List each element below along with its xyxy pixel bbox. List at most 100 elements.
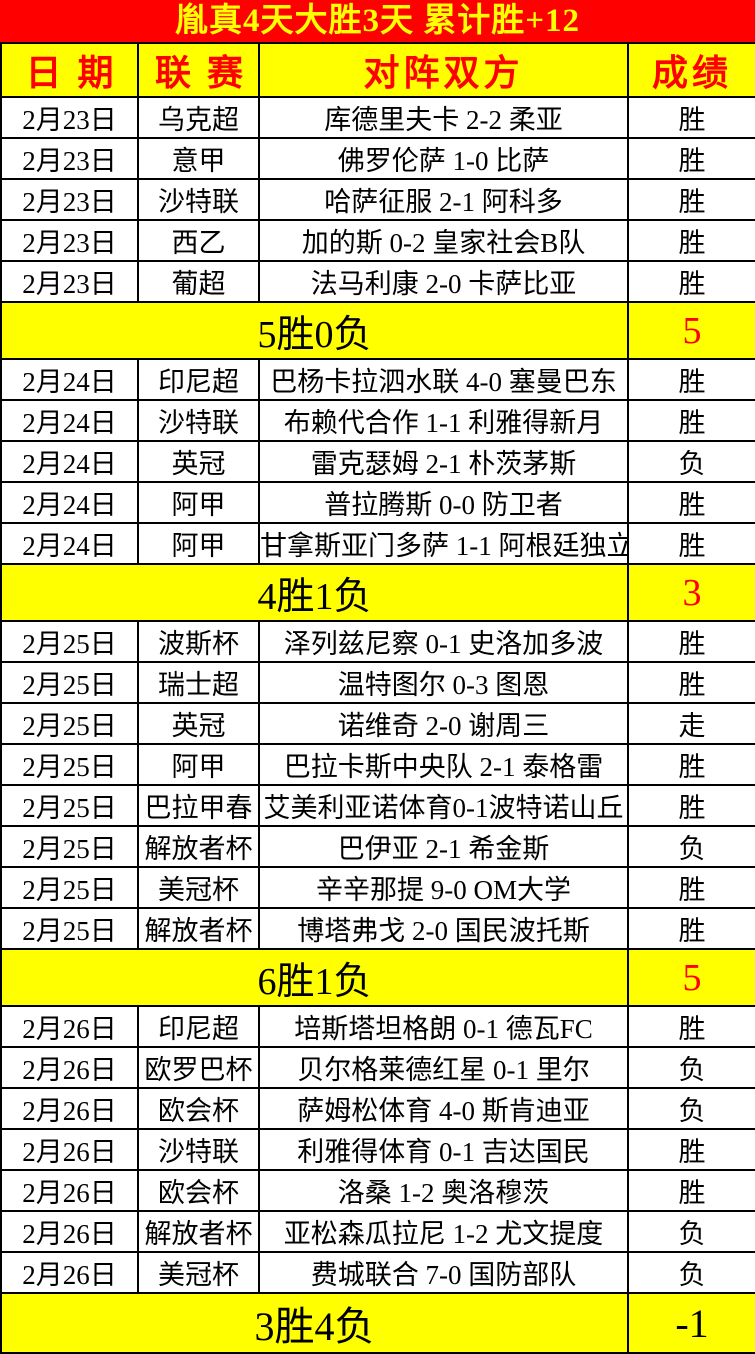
result-cell: 胜: [627, 260, 755, 303]
summary-score: -1: [627, 1292, 755, 1354]
date-cell: 2月23日: [0, 96, 139, 139]
match-cell: 哈萨征服 2-1 阿科多: [258, 178, 629, 221]
result-cell: 负: [627, 1251, 755, 1294]
summary-label: 6胜1负: [0, 948, 629, 1007]
league-cell: 解放者杯: [137, 825, 260, 868]
result-cell: 胜: [627, 96, 755, 139]
league-cell: 印尼超: [137, 1005, 260, 1048]
date-cell: 2月25日: [0, 620, 139, 663]
match-row: 2月23日 乌克超 库德里夫卡 2-2 柔亚胜: [0, 96, 755, 139]
league-cell: 英冠: [137, 440, 260, 483]
date-cell: 2月25日: [0, 702, 139, 745]
result-cell: 负: [627, 1087, 755, 1130]
league-cell: 沙特联: [137, 178, 260, 221]
result-cell: 胜: [627, 907, 755, 950]
header-row: 日期 联赛 对阵双方 成绩: [0, 42, 755, 98]
league-cell: 印尼超: [137, 358, 260, 401]
league-cell: 巴拉甲春: [137, 784, 260, 827]
league-cell: 解放者杯: [137, 1210, 260, 1253]
date-cell: 2月23日: [0, 219, 139, 262]
result-cell: 负: [627, 1210, 755, 1253]
summary-score: 3: [627, 563, 755, 622]
date-cell: 2月26日: [0, 1169, 139, 1212]
summary-row: 4胜1负 3: [0, 563, 755, 622]
match-cell: 艾美利亚诺体育0-1波特诺山丘: [258, 784, 629, 827]
date-cell: 2月24日: [0, 440, 139, 483]
match-cell: 巴拉卡斯中央队 2-1 泰格雷: [258, 743, 629, 786]
match-cell: 利雅得体育 0-1 吉达国民: [258, 1128, 629, 1171]
date-cell: 2月25日: [0, 743, 139, 786]
match-cell: 辛辛那提 9-0 OM大学: [258, 866, 629, 909]
league-cell: 波斯杯: [137, 620, 260, 663]
match-row: 2月25日 解放者杯 巴伊亚 2-1 希金斯负: [0, 825, 755, 868]
result-cell: 胜: [627, 481, 755, 524]
match-row: 2月23日 沙特联 哈萨征服 2-1 阿科多胜: [0, 178, 755, 221]
result-cell: 胜: [627, 1128, 755, 1171]
match-row: 2月26日 沙特联 利雅得体育 0-1 吉达国民胜: [0, 1128, 755, 1171]
match-row: 2月25日 解放者杯 博塔弗戈 2-0 国民波托斯胜: [0, 907, 755, 950]
match-cell: 佛罗伦萨 1-0 比萨: [258, 137, 629, 180]
match-cell: 甘拿斯亚门多萨 1-1 阿根廷独立: [258, 522, 629, 565]
result-cell: 胜: [627, 178, 755, 221]
date-cell: 2月25日: [0, 825, 139, 868]
match-row: 2月23日 葡超 法马利康 2-0 卡萨比亚胜: [0, 260, 755, 303]
match-row: 2月25日 阿甲 巴拉卡斯中央队 2-1 泰格雷胜: [0, 743, 755, 786]
league-cell: 阿甲: [137, 743, 260, 786]
result-cell: 胜: [627, 661, 755, 704]
summary-row: 3胜4负 -1: [0, 1292, 755, 1354]
match-row: 2月26日 欧罗巴杯 贝尔格莱德红星 0-1 里尔负: [0, 1046, 755, 1089]
result-cell: 负: [627, 1046, 755, 1089]
league-cell: 葡超: [137, 260, 260, 303]
league-cell: 沙特联: [137, 1128, 260, 1171]
league-cell: 瑞士超: [137, 661, 260, 704]
league-cell: 意甲: [137, 137, 260, 180]
match-cell: 泽列兹尼察 0-1 史洛加多波: [258, 620, 629, 663]
match-cell: 诺维奇 2-0 谢周三: [258, 702, 629, 745]
match-cell: 温特图尔 0-3 图恩: [258, 661, 629, 704]
result-cell: 胜: [627, 399, 755, 442]
result-cell: 胜: [627, 620, 755, 663]
result-cell: 胜: [627, 522, 755, 565]
result-cell: 胜: [627, 358, 755, 401]
date-cell: 2月26日: [0, 1251, 139, 1294]
date-cell: 2月25日: [0, 866, 139, 909]
date-cell: 2月23日: [0, 137, 139, 180]
date-cell: 2月26日: [0, 1210, 139, 1253]
match-cell: 巴杨卡拉泗水联 4-0 塞曼巴东: [258, 358, 629, 401]
league-cell: 阿甲: [137, 522, 260, 565]
match-cell: 布赖代合作 1-1 利雅得新月: [258, 399, 629, 442]
date-cell: 2月25日: [0, 784, 139, 827]
date-cell: 2月25日: [0, 907, 139, 950]
match-row: 2月26日 欧会杯 萨姆松体育 4-0 斯肯迪亚负: [0, 1087, 755, 1130]
col-header-result: 成绩: [627, 42, 755, 98]
match-row: 2月26日 美冠杯 费城联合 7-0 国防部队负: [0, 1251, 755, 1294]
match-row: 2月24日 印尼超 巴杨卡拉泗水联 4-0 塞曼巴东胜: [0, 358, 755, 401]
result-cell: 负: [627, 440, 755, 483]
date-cell: 2月25日: [0, 661, 139, 704]
match-row: 2月25日 瑞士超 温特图尔 0-3 图恩胜: [0, 661, 755, 704]
date-cell: 2月24日: [0, 399, 139, 442]
match-cell: 亚松森瓜拉尼 1-2 尤文提度: [258, 1210, 629, 1253]
league-cell: 解放者杯: [137, 907, 260, 950]
match-cell: 加的斯 0-2 皇家社会B队: [258, 219, 629, 262]
match-cell: 库德里夫卡 2-2 柔亚: [258, 96, 629, 139]
summary-label: 4胜1负: [0, 563, 629, 622]
match-cell: 贝尔格莱德红星 0-1 里尔: [258, 1046, 629, 1089]
match-cell: 雷克瑟姆 2-1 朴茨茅斯: [258, 440, 629, 483]
match-cell: 巴伊亚 2-1 希金斯: [258, 825, 629, 868]
match-row: 2月24日 沙特联 布赖代合作 1-1 利雅得新月胜: [0, 399, 755, 442]
league-cell: 西乙: [137, 219, 260, 262]
summary-score: 5: [627, 301, 755, 360]
match-row: 2月24日 阿甲 甘拿斯亚门多萨 1-1 阿根廷独立胜: [0, 522, 755, 565]
result-cell: 负: [627, 825, 755, 868]
date-cell: 2月26日: [0, 1046, 139, 1089]
match-cell: 法马利康 2-0 卡萨比亚: [258, 260, 629, 303]
match-cell: 普拉腾斯 0-0 防卫者: [258, 481, 629, 524]
summary-label: 5胜0负: [0, 301, 629, 360]
col-header-matchup: 对阵双方: [258, 42, 629, 98]
match-row: 2月23日 西乙 加的斯 0-2 皇家社会B队胜: [0, 219, 755, 262]
col-header-league: 联赛: [137, 42, 260, 98]
league-cell: 美冠杯: [137, 1251, 260, 1294]
league-cell: 美冠杯: [137, 866, 260, 909]
